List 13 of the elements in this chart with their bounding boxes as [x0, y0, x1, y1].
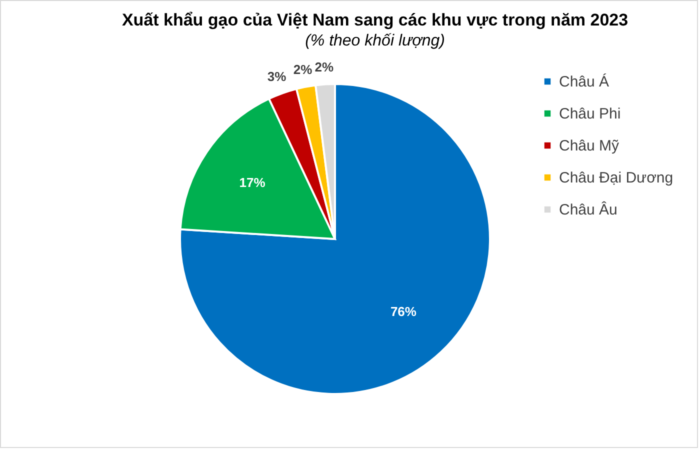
data-label: 2% [314, 59, 334, 74]
legend-label: Châu Mỹ [559, 138, 620, 154]
legend-label: Châu Âu [559, 200, 618, 218]
data-label: 3% [267, 69, 287, 84]
data-label: 17% [239, 174, 266, 190]
pie-slice [179, 83, 491, 395]
chart-subtitle: (% theo khối lượng) [305, 32, 445, 50]
legend-label: Châu Đại Dương [559, 170, 674, 186]
data-label: 76% [390, 304, 417, 319]
legend-label: Châu Phi [559, 106, 621, 122]
legend-label: Châu Á [559, 72, 610, 90]
chart-title: Xuất khẩu gạo của Việt Nam sang các khu vực trong năm 2023 [122, 10, 628, 30]
data-label: 2% [293, 62, 313, 78]
